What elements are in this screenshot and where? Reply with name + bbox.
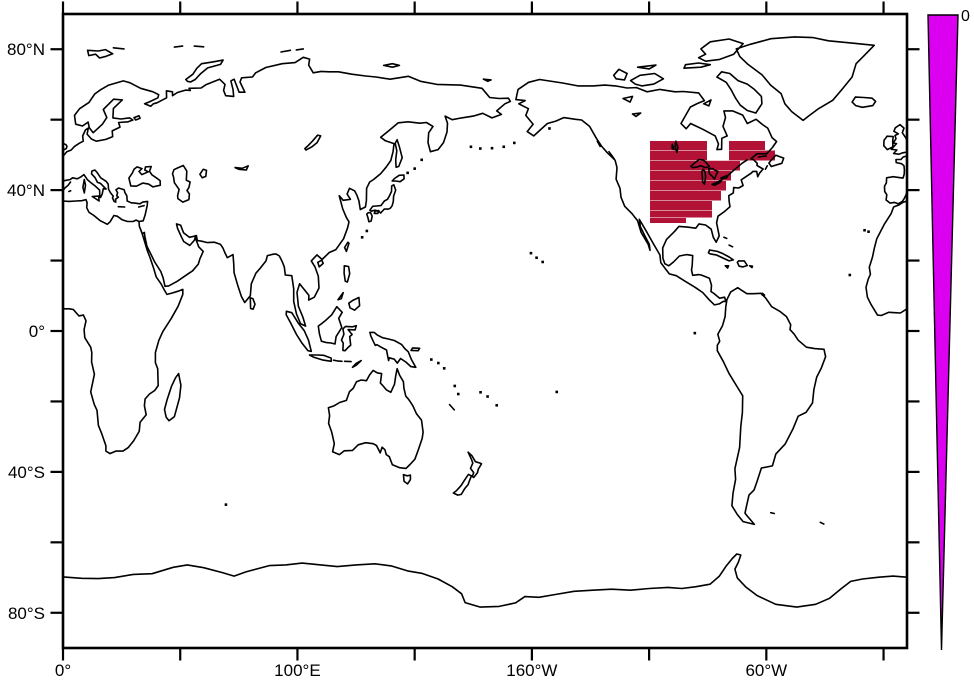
x-axis-tick-label: 100°E xyxy=(274,661,321,680)
small-island-dot xyxy=(479,390,482,394)
small-island-dot xyxy=(490,146,494,150)
small-island-dot xyxy=(413,167,416,170)
highlight-row-cell xyxy=(729,150,775,161)
highlight-row-cell xyxy=(650,150,707,161)
small-island-dot xyxy=(479,147,482,150)
axis-ticks xyxy=(50,1,920,661)
highlight-row-cell xyxy=(650,210,712,218)
highlight-row-cell xyxy=(650,200,712,211)
small-island-dot xyxy=(365,229,369,233)
small-island-dot xyxy=(495,404,499,407)
small-island-dot xyxy=(442,367,446,370)
highlight-row-cell xyxy=(650,180,726,191)
y-axis-tick-label: 80°N xyxy=(7,40,45,59)
colorbar-wedge xyxy=(927,14,959,651)
small-island-dot xyxy=(555,390,559,394)
small-island-dot xyxy=(867,230,870,233)
small-island-dot xyxy=(437,361,440,365)
small-island-dot xyxy=(360,236,364,239)
x-axis-tick-label: 60°W xyxy=(745,661,787,680)
small-island-dot xyxy=(486,395,489,398)
small-island-dot xyxy=(848,273,852,277)
y-axis-tick-label: 40°S xyxy=(8,463,45,482)
coastline-path xyxy=(63,36,907,608)
coastlines xyxy=(63,36,907,608)
small-island-dot xyxy=(863,228,866,232)
axis-labels: 0° 100°E 160°W 60°W 80°N 40°N 0° 40°S 80°S xyxy=(7,40,787,680)
small-island-dot xyxy=(693,331,697,335)
highlight-row-cell xyxy=(650,217,686,223)
small-island-dot xyxy=(430,358,433,361)
small-island-dot xyxy=(513,141,516,145)
small-island-dot xyxy=(224,503,228,506)
small-island-dot xyxy=(502,145,506,149)
small-island-dot xyxy=(406,171,409,175)
small-island-dot xyxy=(548,127,551,130)
colorbar-top-label: 0 xyxy=(961,8,970,25)
highlight-row-cell xyxy=(650,160,740,171)
small-island-dot xyxy=(453,384,457,388)
small-island-dot xyxy=(529,251,533,255)
small-island-dot xyxy=(456,392,460,396)
y-axis-tick-label: 40°N xyxy=(7,181,45,200)
highlight-row-cell xyxy=(650,141,707,151)
highlight-row-cell xyxy=(729,141,765,151)
y-axis-tick-label: 0° xyxy=(29,322,45,341)
highlight-region xyxy=(650,141,775,223)
small-island-dot xyxy=(469,145,473,149)
y-axis-tick-label: 80°S xyxy=(8,604,45,623)
x-axis-tick-label: 0° xyxy=(55,661,71,680)
x-axis-tick-label: 160°W xyxy=(506,661,557,680)
small-island-dot xyxy=(541,260,544,264)
colorbar: 0 xyxy=(927,8,970,651)
highlight-row-cell xyxy=(650,190,721,201)
small-island-dot xyxy=(420,158,423,162)
small-island-dot xyxy=(535,256,538,260)
highlight-row-cell xyxy=(650,170,731,181)
map-frame xyxy=(61,12,909,650)
